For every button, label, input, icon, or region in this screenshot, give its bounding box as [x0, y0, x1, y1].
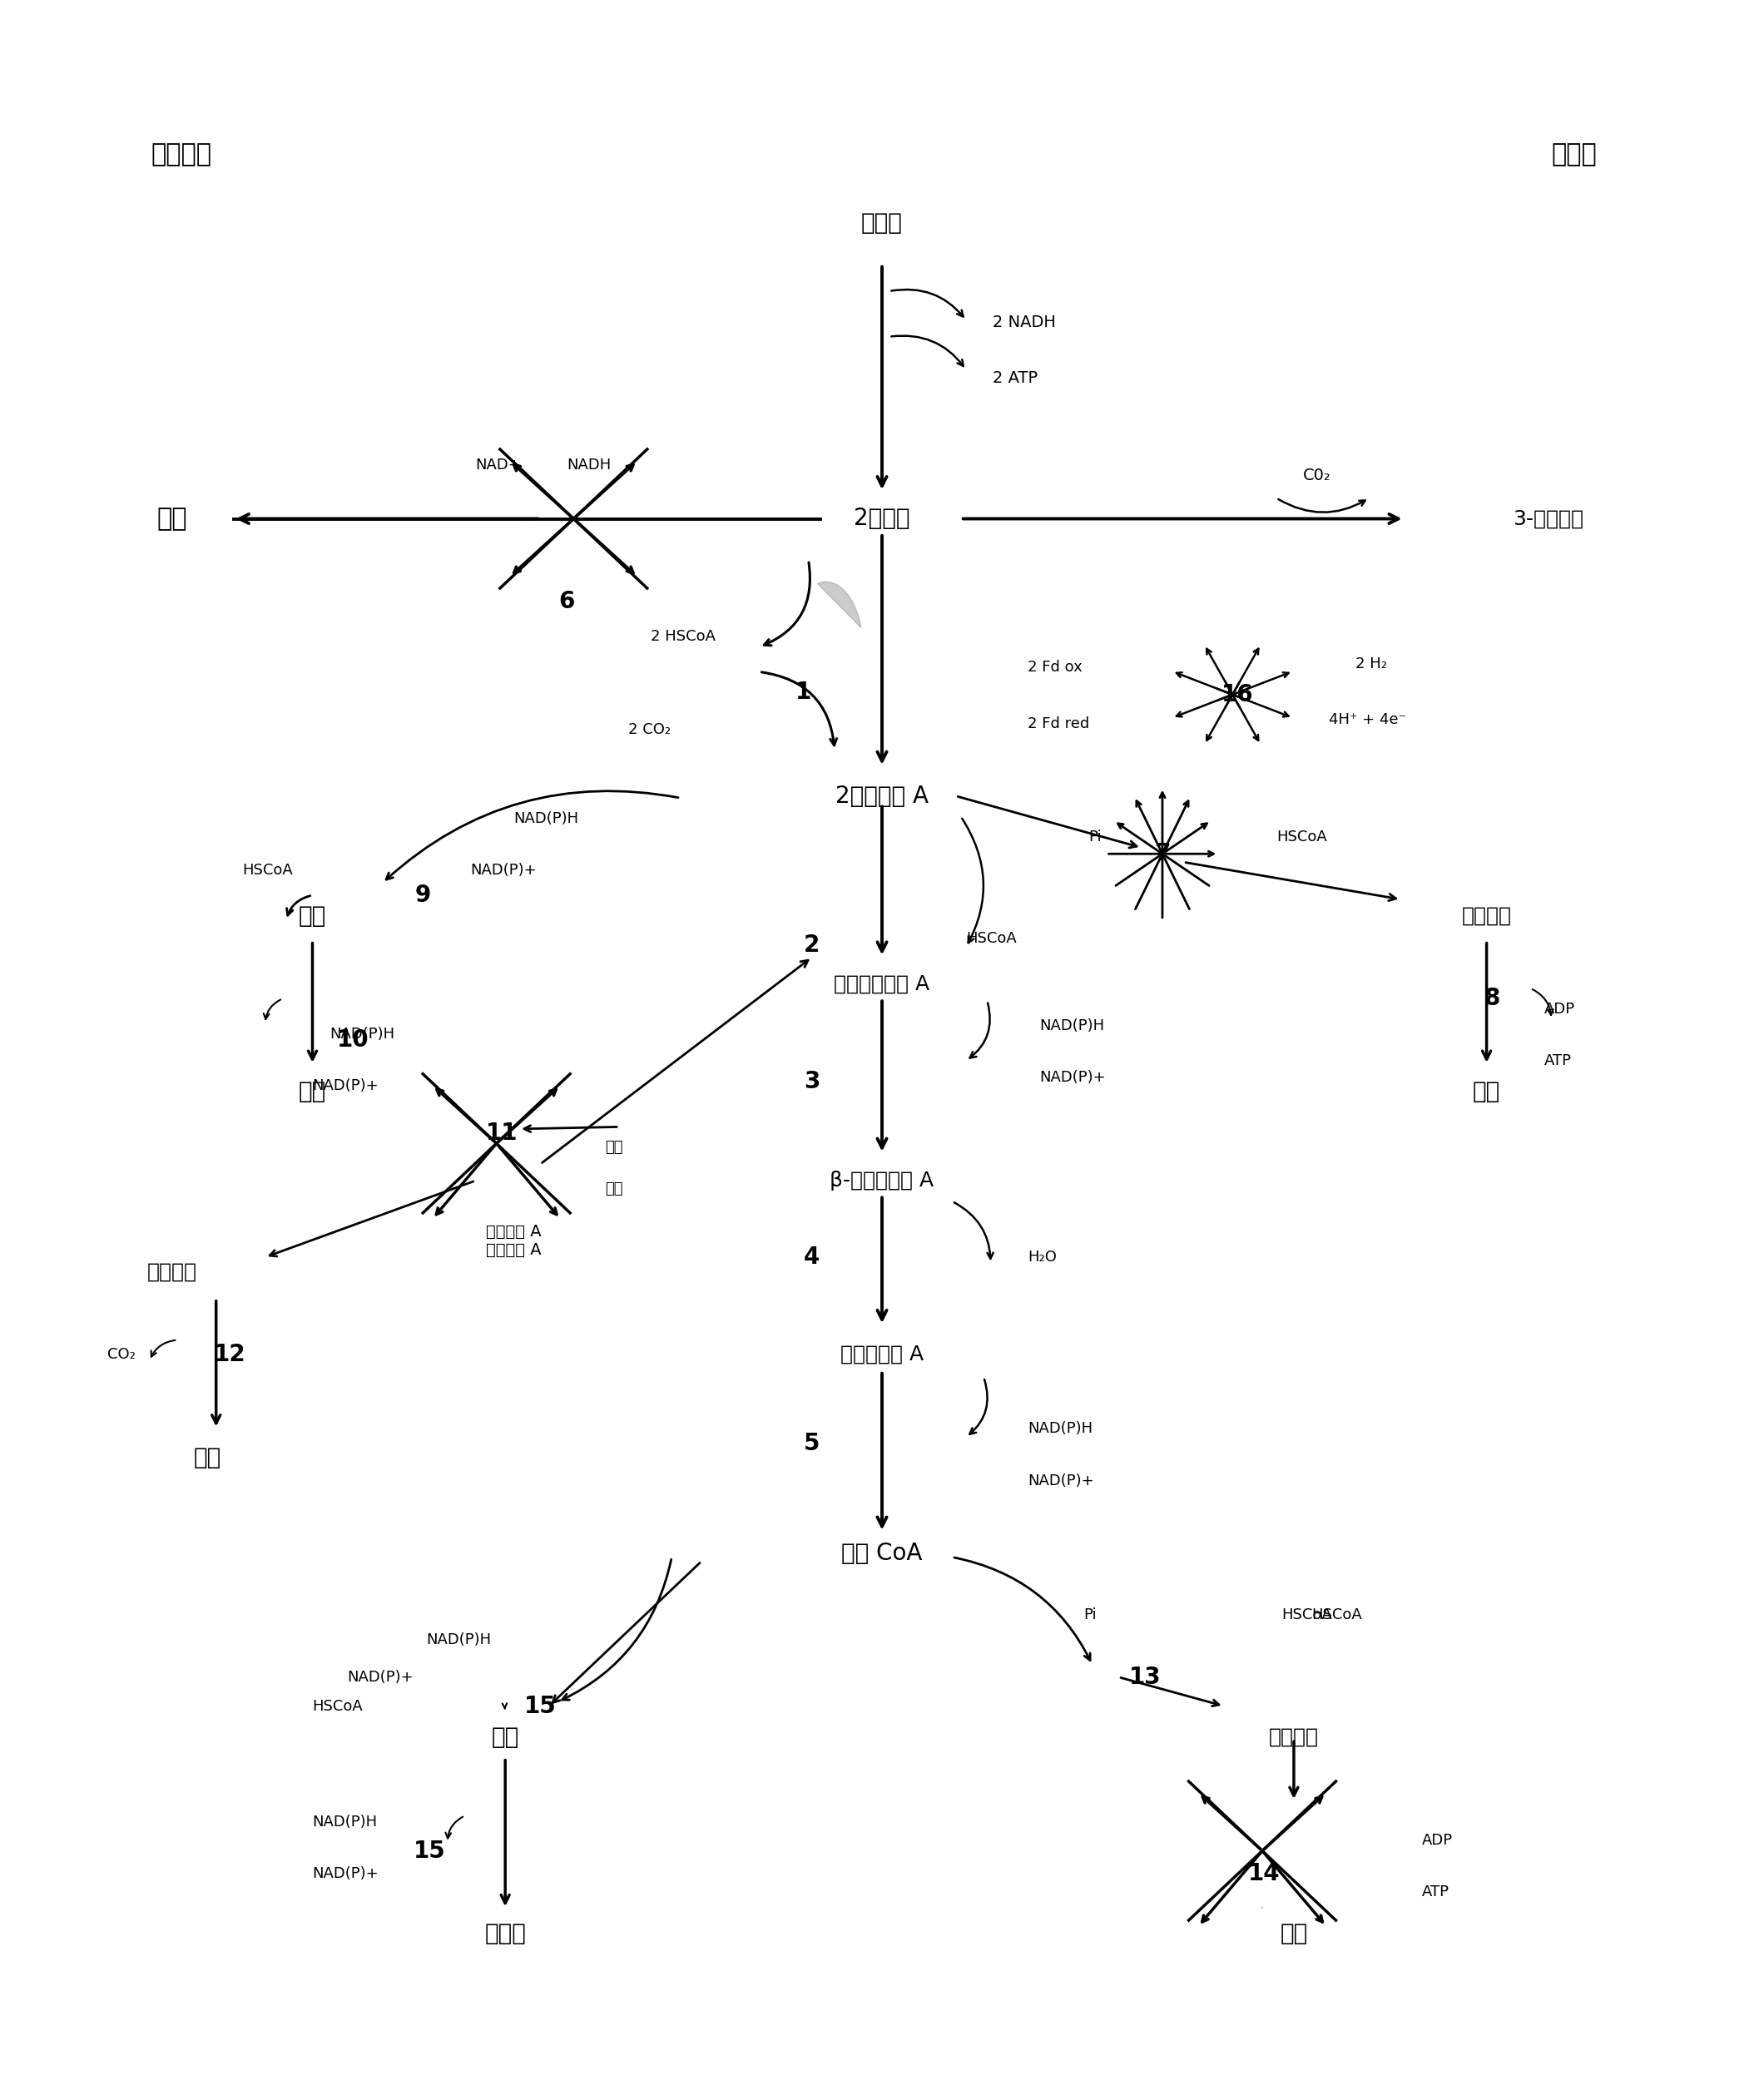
- Text: 丁酸: 丁酸: [1281, 1922, 1307, 1945]
- Text: CO₂: CO₂: [108, 1348, 136, 1362]
- Text: 7: 7: [1154, 842, 1171, 865]
- Text: 乙酸: 乙酸: [605, 1140, 623, 1154]
- Text: 巴豆酰辅酶 A: 巴豆酰辅酶 A: [840, 1344, 924, 1364]
- Text: HSCoA: HSCoA: [312, 1699, 363, 1714]
- Text: 葡萄糖: 葡萄糖: [861, 212, 903, 235]
- Text: Pi: Pi: [1088, 830, 1102, 844]
- Text: 乙酰磷酸: 乙酰磷酸: [1462, 907, 1512, 926]
- Text: β-羟丁酰辅酶 A: β-羟丁酰辅酶 A: [829, 1171, 935, 1190]
- Text: HSCoA: HSCoA: [242, 863, 293, 878]
- Text: NAD(P)+: NAD(P)+: [312, 1077, 379, 1092]
- Text: 11: 11: [485, 1121, 519, 1144]
- Text: 3: 3: [804, 1069, 820, 1092]
- Text: 乙醇: 乙醇: [298, 1080, 326, 1102]
- Text: NAD+: NAD+: [476, 458, 520, 472]
- Text: 丙酮: 丙酮: [194, 1446, 220, 1468]
- Text: 2乙酰辅酶 A: 2乙酰辅酶 A: [836, 784, 928, 807]
- Text: 15: 15: [415, 1839, 446, 1862]
- Text: 乙醛: 乙醛: [298, 905, 326, 928]
- Text: NAD(P)+: NAD(P)+: [312, 1866, 379, 1880]
- Text: 2: 2: [804, 934, 820, 957]
- Text: NAD(P)+: NAD(P)+: [471, 863, 536, 878]
- Text: 14: 14: [1247, 1862, 1281, 1884]
- Text: 5: 5: [804, 1431, 820, 1456]
- Text: 丁酰磷酸: 丁酰磷酸: [1268, 1726, 1319, 1747]
- Text: ADP: ADP: [1545, 1000, 1575, 1017]
- Text: NAD(P)H: NAD(P)H: [1039, 1017, 1104, 1034]
- Text: 10: 10: [337, 1028, 369, 1052]
- Text: C0₂: C0₂: [1302, 468, 1330, 483]
- Text: Pi: Pi: [1083, 1608, 1097, 1622]
- Text: 乙酸: 乙酸: [1473, 1080, 1501, 1102]
- Text: 2 HSCoA: 2 HSCoA: [651, 628, 716, 645]
- Text: HSCoA: HSCoA: [1277, 830, 1327, 844]
- Text: HSCoA: HSCoA: [1311, 1608, 1362, 1622]
- Text: 8: 8: [1484, 988, 1499, 1011]
- Text: 1: 1: [796, 680, 811, 705]
- Text: H₂O: H₂O: [1027, 1250, 1057, 1265]
- Text: 2 Fd red: 2 Fd red: [1027, 716, 1088, 730]
- Text: 2 ATP: 2 ATP: [993, 370, 1037, 387]
- Text: 2 NADH: 2 NADH: [993, 314, 1055, 331]
- Text: 丁酰 CoA: 丁酰 CoA: [841, 1541, 923, 1564]
- Text: 乙酰乙酸: 乙酰乙酸: [148, 1263, 198, 1281]
- Polygon shape: [817, 582, 861, 628]
- Text: NAD(P)H: NAD(P)H: [330, 1025, 395, 1042]
- Text: ADP: ADP: [1422, 1832, 1452, 1847]
- Text: 3-羟基丁酮: 3-羟基丁酮: [1512, 510, 1584, 528]
- Text: NAD(P)+: NAD(P)+: [1039, 1069, 1106, 1086]
- Text: 乙酰辅酶 A
丁酰辅酶 A: 乙酰辅酶 A 丁酰辅酶 A: [487, 1223, 542, 1258]
- Text: NAD(P)H: NAD(P)H: [312, 1814, 377, 1830]
- Text: 6: 6: [559, 591, 575, 614]
- Text: 2 H₂: 2 H₂: [1355, 655, 1387, 672]
- Text: 2 CO₂: 2 CO₂: [628, 722, 670, 736]
- Text: 丁醛: 丁醛: [492, 1726, 519, 1749]
- Text: 9: 9: [415, 884, 430, 907]
- Text: NAD(P)H: NAD(P)H: [1027, 1421, 1092, 1437]
- Text: 乙酰乙酰辅酶 A: 乙酰乙酰辅酶 A: [834, 973, 930, 994]
- Text: 酸生成: 酸生成: [1551, 144, 1596, 166]
- Text: 4H⁺ + 4e⁻: 4H⁺ + 4e⁻: [1328, 711, 1406, 726]
- Text: 16: 16: [1222, 682, 1254, 707]
- Text: 2丙酮酸: 2丙酮酸: [854, 508, 910, 530]
- Text: NAD(P)H: NAD(P)H: [513, 811, 579, 826]
- Text: 13: 13: [1129, 1666, 1161, 1689]
- Text: 丁酸: 丁酸: [605, 1181, 623, 1196]
- Text: NAD(P)+: NAD(P)+: [348, 1670, 415, 1685]
- Text: 2 Fd ox: 2 Fd ox: [1027, 659, 1081, 676]
- Text: 4: 4: [804, 1246, 820, 1269]
- Text: NAD(P)H: NAD(P)H: [427, 1633, 492, 1647]
- Text: NAD(P)+: NAD(P)+: [1027, 1473, 1094, 1487]
- Text: ATP: ATP: [1545, 1052, 1572, 1069]
- Text: HSCoA: HSCoA: [967, 932, 1016, 946]
- Text: 溶剂生成: 溶剂生成: [150, 144, 212, 166]
- Text: 15: 15: [524, 1695, 556, 1718]
- Text: NADH: NADH: [566, 458, 610, 472]
- Text: ATP: ATP: [1422, 1884, 1450, 1899]
- Text: 乳酸: 乳酸: [157, 508, 187, 530]
- Text: HSCoA: HSCoA: [1282, 1608, 1332, 1622]
- Text: 正丁醇: 正丁醇: [485, 1922, 526, 1945]
- Text: 12: 12: [213, 1344, 247, 1367]
